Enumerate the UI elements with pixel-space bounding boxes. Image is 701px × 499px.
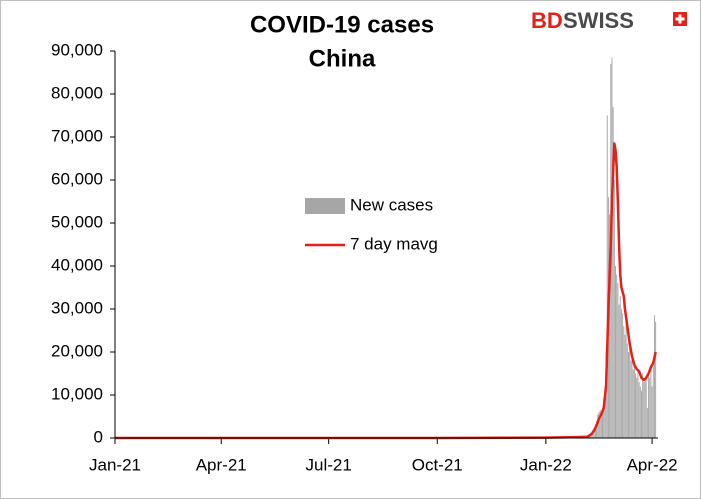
bar — [598, 412, 600, 438]
bar — [609, 214, 611, 438]
x-tick-label: Apr-22 — [627, 455, 678, 474]
bar — [615, 266, 616, 438]
bar — [623, 326, 625, 438]
bar — [616, 274, 618, 438]
bar — [636, 377, 638, 438]
bar — [594, 424, 596, 438]
bar — [644, 377, 646, 438]
bar — [600, 416, 602, 438]
bar — [645, 375, 647, 438]
bar — [648, 373, 650, 438]
bar — [630, 360, 632, 438]
y-tick-label: 70,000 — [51, 126, 103, 145]
bar — [629, 347, 631, 438]
bar — [646, 407, 648, 438]
bar — [599, 410, 601, 438]
y-tick-label: 90,000 — [51, 40, 103, 59]
bar — [596, 420, 598, 438]
legend-swatch — [305, 198, 345, 214]
bar — [625, 321, 627, 438]
bar — [603, 399, 605, 438]
logo-left: BD — [531, 8, 563, 33]
y-tick-label: 50,000 — [51, 212, 103, 231]
bar — [612, 106, 614, 439]
y-tick-label: 0 — [94, 427, 103, 446]
bar — [633, 364, 635, 438]
y-tick-label: 40,000 — [51, 255, 103, 274]
logo-cross — [673, 12, 687, 26]
bar — [650, 369, 652, 438]
bar — [618, 304, 620, 438]
bar — [637, 369, 639, 438]
x-tick-label: Oct-21 — [412, 455, 463, 474]
bar — [651, 386, 653, 438]
bar — [641, 390, 642, 438]
bar — [643, 382, 645, 438]
logo-right: SWISS — [563, 8, 634, 33]
bar — [624, 334, 626, 438]
line — [115, 142, 657, 440]
bar — [613, 180, 615, 438]
y-tick-label: 80,000 — [51, 83, 103, 102]
bar — [593, 427, 595, 438]
bar — [638, 382, 640, 438]
bar — [597, 414, 599, 438]
x-tick-label: Jan-21 — [89, 455, 141, 474]
bar — [639, 386, 641, 438]
bar — [620, 309, 622, 438]
bar — [652, 360, 654, 438]
y-tick-label: 30,000 — [51, 298, 103, 317]
bar — [653, 315, 655, 438]
bar — [635, 373, 637, 438]
y-tick-label: 60,000 — [51, 169, 103, 188]
bar — [619, 296, 621, 438]
x-tick-label: Apr-21 — [196, 455, 247, 474]
bar — [617, 283, 619, 438]
bar — [632, 369, 634, 438]
x-tick-label: Jan-22 — [520, 455, 572, 474]
legend-label: 7 day mavg — [350, 234, 438, 253]
y-tick-label: 10,000 — [51, 384, 103, 403]
bar — [622, 313, 624, 438]
bar — [611, 57, 613, 438]
bar — [626, 343, 628, 438]
bar — [655, 321, 657, 438]
bar — [649, 377, 651, 438]
bar — [628, 352, 629, 438]
chart-subtitle: China — [309, 45, 376, 72]
legend-label: New cases — [350, 195, 433, 214]
chart-title: COVID-19 cases — [250, 11, 434, 38]
bar — [602, 407, 603, 438]
y-tick-label: 20,000 — [51, 341, 103, 360]
x-tick-label: Jul-21 — [306, 455, 352, 474]
bar — [604, 386, 606, 438]
bar — [606, 115, 608, 438]
bar — [631, 356, 633, 438]
bar — [642, 373, 644, 438]
